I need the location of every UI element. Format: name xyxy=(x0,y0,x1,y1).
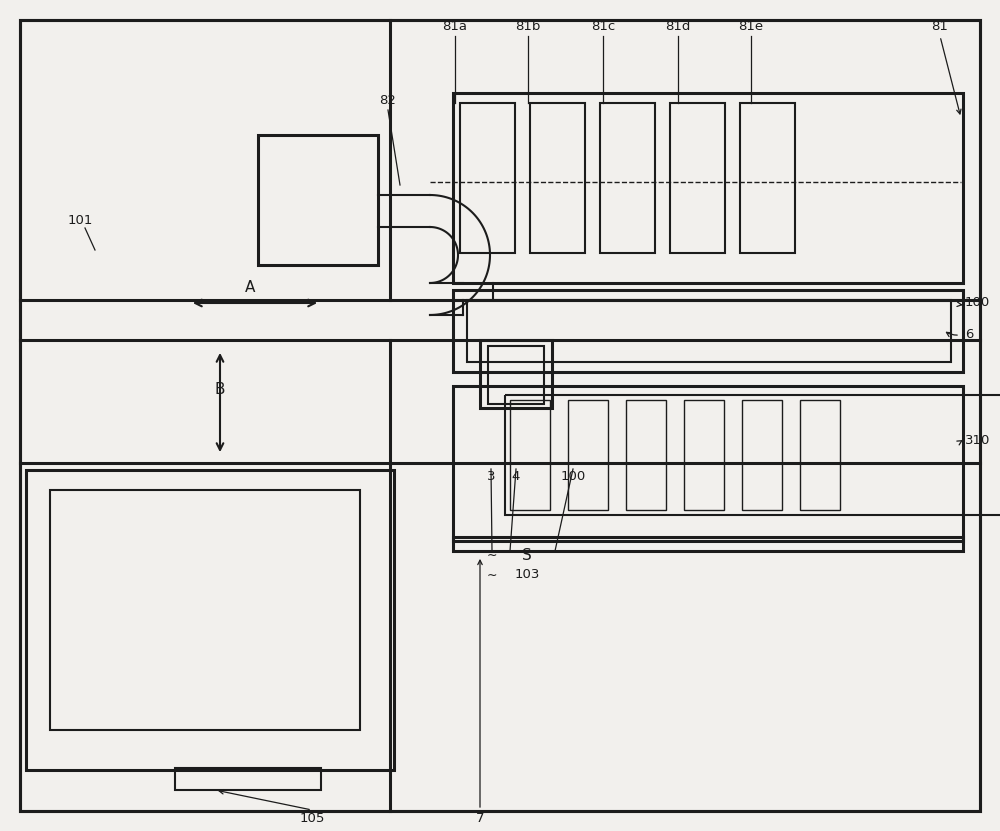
Bar xyxy=(505,395,1000,515)
Text: 81b: 81b xyxy=(515,19,541,32)
Text: 3: 3 xyxy=(487,470,495,484)
Bar xyxy=(740,103,795,253)
Text: S: S xyxy=(522,548,532,563)
Bar xyxy=(258,135,378,265)
Bar xyxy=(684,400,724,510)
Bar xyxy=(530,103,585,253)
Bar xyxy=(453,93,963,283)
Text: 100: 100 xyxy=(965,297,990,309)
Bar xyxy=(453,537,963,551)
Bar xyxy=(568,400,608,510)
Text: 81e: 81e xyxy=(738,19,764,32)
Text: 7: 7 xyxy=(476,812,484,824)
Text: 105: 105 xyxy=(299,812,325,824)
Bar xyxy=(480,340,552,408)
Text: B: B xyxy=(215,382,225,397)
Text: 310: 310 xyxy=(965,434,990,446)
Bar xyxy=(453,386,963,541)
Text: 81d: 81d xyxy=(665,19,691,32)
Bar xyxy=(670,103,725,253)
Text: ∼: ∼ xyxy=(487,548,497,562)
Bar xyxy=(453,290,963,372)
Bar xyxy=(175,768,321,790)
Bar xyxy=(460,103,515,253)
Bar xyxy=(742,400,782,510)
Bar xyxy=(626,400,666,510)
Text: 81a: 81a xyxy=(442,19,468,32)
Bar xyxy=(50,490,360,730)
Bar xyxy=(488,346,544,404)
Bar xyxy=(510,400,550,510)
Text: A: A xyxy=(245,281,255,296)
Text: 101: 101 xyxy=(67,214,93,227)
Bar xyxy=(26,470,394,770)
Text: 81c: 81c xyxy=(591,19,615,32)
Text: 82: 82 xyxy=(380,94,396,106)
Bar xyxy=(800,400,840,510)
Text: 103: 103 xyxy=(514,568,540,582)
Text: 81: 81 xyxy=(932,19,948,32)
Text: 100: 100 xyxy=(560,470,586,484)
Text: 4: 4 xyxy=(512,470,520,484)
Text: 6: 6 xyxy=(965,328,973,342)
Bar xyxy=(600,103,655,253)
Text: ∼: ∼ xyxy=(487,568,497,582)
Bar xyxy=(467,300,951,362)
